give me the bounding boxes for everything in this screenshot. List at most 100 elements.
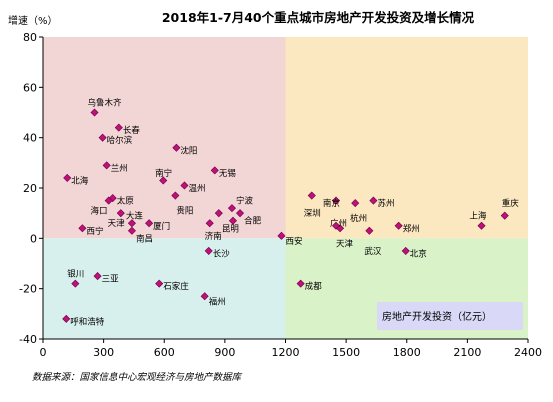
point-label: 深圳 bbox=[304, 208, 321, 219]
point-label: 无锡 bbox=[219, 169, 237, 179]
data-point bbox=[155, 279, 164, 288]
point-label: 西宁 bbox=[86, 226, 103, 237]
point-label: 天津 bbox=[336, 238, 354, 249]
point-label: 杭州 bbox=[350, 213, 367, 224]
point-label: 西安 bbox=[286, 236, 303, 247]
data-point bbox=[63, 173, 72, 182]
data-point bbox=[214, 209, 223, 218]
data-point bbox=[500, 211, 509, 220]
y-tick-label: 0 bbox=[30, 232, 37, 245]
y-axis-label: 增速（%） bbox=[8, 14, 58, 27]
x-tick-label: 2100 bbox=[453, 346, 481, 359]
data-point bbox=[204, 246, 213, 255]
point-label: 哈尔滨 bbox=[107, 135, 133, 146]
x-tick-label: 600 bbox=[154, 346, 175, 359]
y-tick-label: 60 bbox=[23, 81, 37, 94]
data-point bbox=[93, 272, 102, 281]
point-label: 济南 bbox=[205, 231, 222, 242]
data-point bbox=[180, 181, 189, 190]
chart-title: 2018年1-7月40个重点城市房地产开发投资及增长情况 bbox=[162, 10, 475, 25]
point-label: 福州 bbox=[209, 296, 226, 307]
point-label: 长春 bbox=[123, 125, 141, 136]
point-label: 天津 bbox=[108, 218, 126, 229]
data-point bbox=[102, 161, 111, 170]
y-tick-label: -40 bbox=[19, 333, 37, 346]
data-point bbox=[145, 219, 154, 228]
data-point bbox=[90, 108, 99, 117]
x-tick-label: 1800 bbox=[393, 346, 421, 359]
point-label: 广州 bbox=[330, 218, 347, 229]
legend-box bbox=[377, 302, 523, 330]
point-label: 贵阳 bbox=[176, 206, 193, 217]
data-point bbox=[210, 166, 219, 175]
point-label: 三亚 bbox=[102, 275, 120, 285]
point-label: 长沙 bbox=[213, 248, 231, 259]
quadrant-bottom-left bbox=[43, 238, 286, 339]
point-label: 石家庄 bbox=[163, 281, 189, 292]
data-point bbox=[98, 133, 107, 142]
point-label: 厦门 bbox=[153, 221, 170, 232]
point-label: 武汉 bbox=[364, 246, 382, 257]
data-point bbox=[394, 221, 403, 230]
y-tick-label: 20 bbox=[23, 182, 37, 195]
data-point bbox=[336, 224, 345, 233]
data-point bbox=[71, 279, 80, 288]
data-point bbox=[114, 123, 123, 132]
data-point bbox=[351, 199, 360, 208]
point-label: 昆明 bbox=[222, 224, 239, 234]
legend-label: 房地产开发投资（亿元） bbox=[382, 310, 492, 323]
data-point bbox=[365, 226, 374, 235]
data-point bbox=[171, 191, 180, 200]
point-label: 大连 bbox=[126, 211, 144, 222]
point-label: 太原 bbox=[117, 196, 134, 207]
data-point bbox=[200, 292, 209, 301]
data-point bbox=[78, 224, 87, 233]
data-point bbox=[62, 314, 71, 323]
data-point bbox=[307, 191, 316, 200]
data-point bbox=[331, 196, 341, 205]
data-point bbox=[127, 226, 136, 235]
data-point bbox=[205, 219, 214, 228]
point-label: 重庆 bbox=[502, 198, 520, 209]
point-label: 北海 bbox=[71, 175, 89, 186]
data-point bbox=[172, 143, 181, 152]
data-point bbox=[401, 246, 410, 255]
data-point bbox=[277, 231, 286, 240]
point-label: 银川 bbox=[67, 269, 84, 280]
quadrant-backgrounds bbox=[43, 37, 528, 339]
quadrant-top-right bbox=[285, 37, 528, 239]
x-tick-label: 1200 bbox=[272, 346, 300, 359]
data-point bbox=[477, 221, 486, 230]
quadrant-top-left bbox=[43, 37, 286, 239]
point-label: 温州 bbox=[189, 183, 206, 194]
axes bbox=[39, 36, 529, 343]
data-point bbox=[369, 196, 378, 205]
point-label: 沈阳 bbox=[180, 145, 197, 156]
point-label: 南京 bbox=[323, 198, 340, 209]
legend: 房地产开发投资（亿元） bbox=[377, 302, 523, 330]
point-label: 成都 bbox=[305, 281, 323, 292]
point-label: 呼和浩特 bbox=[70, 316, 105, 327]
data-point bbox=[159, 176, 168, 185]
point-label: 宁波 bbox=[236, 196, 254, 207]
point-label: 北京 bbox=[410, 248, 427, 259]
point-label: 上海 bbox=[469, 211, 487, 222]
point-label: 苏州 bbox=[377, 198, 394, 209]
y-tick-label: 40 bbox=[23, 132, 37, 145]
x-tick-label: 0 bbox=[40, 346, 47, 359]
x-tick-label: 1500 bbox=[332, 346, 360, 359]
y-tick-label: 80 bbox=[23, 31, 37, 44]
x-tick-label: 900 bbox=[214, 346, 235, 359]
data-point bbox=[116, 209, 125, 218]
data-point bbox=[104, 196, 113, 205]
source-note: 数据来源：国家信息中心宏观经济与房地产数据库 bbox=[32, 371, 243, 383]
point-label: 南昌 bbox=[136, 233, 153, 244]
x-tick-label: 2400 bbox=[514, 346, 542, 359]
point-label: 郑州 bbox=[403, 223, 420, 234]
point-label: 兰州 bbox=[111, 163, 128, 174]
data-point bbox=[227, 204, 236, 213]
point-label: 南宁 bbox=[155, 168, 172, 179]
y-tick-label: -20 bbox=[19, 283, 37, 296]
